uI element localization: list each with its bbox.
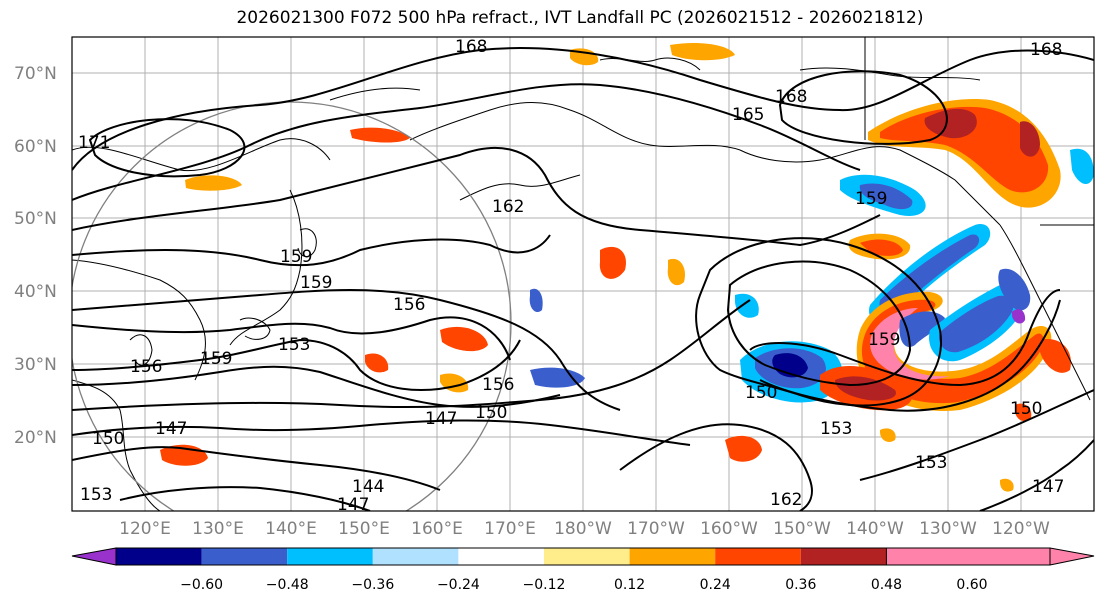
colorbar-segment [116,548,202,565]
colorbar-segment [372,548,459,565]
contour-label: 165 [732,105,764,125]
contour-label: 147 [425,409,457,429]
lon-label: 150°W [773,519,831,539]
shading [160,43,1094,492]
lat-label: 60°N [14,137,57,157]
contour-label: 162 [492,197,524,217]
colorbar-tick-label: 0.12 [614,577,645,593]
lat-label: 50°N [14,209,57,229]
contours [72,47,1094,511]
colorbar-extend-left [71,547,117,566]
contour-label: 150 [475,403,507,423]
map-title: 2026021300 F072 500 hPa refract., IVT La… [236,8,924,28]
contour-label: 159 [300,273,332,293]
colorbar-tick-label: 0.48 [871,577,902,593]
contour-label: 159 [200,349,232,369]
contour-label: 153 [278,335,310,355]
contour-label: 147 [1032,477,1064,497]
colorbar-tick-label: −0.60 [180,577,223,593]
lat-label: 40°N [14,282,57,302]
contour-label: 150 [745,383,777,403]
lat-label: 30°N [14,355,57,375]
lon-label: 140°W [846,519,904,539]
contour-label: 168 [455,37,487,57]
contour-label: 153 [80,485,112,505]
colorbar-segment [458,548,544,565]
contour-label: 168 [775,87,807,107]
lon-label: 170°E [484,519,536,539]
contour-label: 153 [915,453,947,473]
map-border [71,36,1095,512]
contour-labels: 168 168 168 171 165 162 159 159 159 156 … [78,37,1064,515]
lon-label: 170°W [627,519,685,539]
colorbar-segment [800,548,887,565]
contour-label: 159 [855,189,887,209]
contour-label: 156 [130,357,162,377]
lon-label: 160°W [700,519,758,539]
lon-label: 150°E [338,519,390,539]
colorbar-tick-label: 0.36 [785,577,816,593]
colorbar-outline [115,547,1051,566]
contour-label: 159 [868,330,900,350]
lon-label: 160°E [411,519,463,539]
longitude-labels: 120°E 130°E 140°E 150°E 160°E 170°E 180°… [119,519,1050,539]
colorbar-segment [544,548,630,565]
lon-label: 130°E [192,519,244,539]
lat-label: 20°N [14,428,57,448]
colorbar-tick-label: 0.24 [700,577,731,593]
colorbar-tick-label: −0.36 [351,577,394,593]
colorbar-tick-label: −0.24 [437,577,480,593]
colorbar-segment [287,548,373,565]
contour-label: 171 [78,133,110,153]
latitude-labels: 70°N 60°N 50°N 40°N 30°N 20°N [14,64,57,448]
contour-label: 150 [1010,399,1042,419]
lat-label: 70°N [14,64,57,84]
colorbar: −0.60 −0.48 −0.36 −0.24 −0.12 0.12 0.24 … [71,547,1095,593]
coastlines [72,37,1094,511]
contour-label: 159 [280,247,312,267]
colorbar-tick-label: −0.12 [523,577,566,593]
colorbar-tick-label: −0.48 [266,577,309,593]
contour-label: 168 [1030,40,1062,60]
lon-label: 180°W [554,519,612,539]
colorbar-segment [201,548,288,565]
contour-label: 147 [337,495,369,515]
lon-label: 120°E [119,519,171,539]
contour-label: 156 [482,375,514,395]
contour-label: 147 [155,419,187,439]
colorbar-tick-label: 0.60 [956,577,987,593]
contour-label: 144 [352,477,384,497]
contour-label: 156 [393,295,425,315]
contour-label: 153 [820,419,852,439]
colorbar-extend-right [885,547,1095,566]
lon-label: 130°W [919,519,977,539]
colorbar-segment [715,548,801,565]
contour-label: 162 [770,490,802,510]
lon-label: 140°E [265,519,317,539]
contour-label: 150 [92,429,124,449]
lon-label: 120°W [992,519,1050,539]
colorbar-segment [629,548,716,565]
